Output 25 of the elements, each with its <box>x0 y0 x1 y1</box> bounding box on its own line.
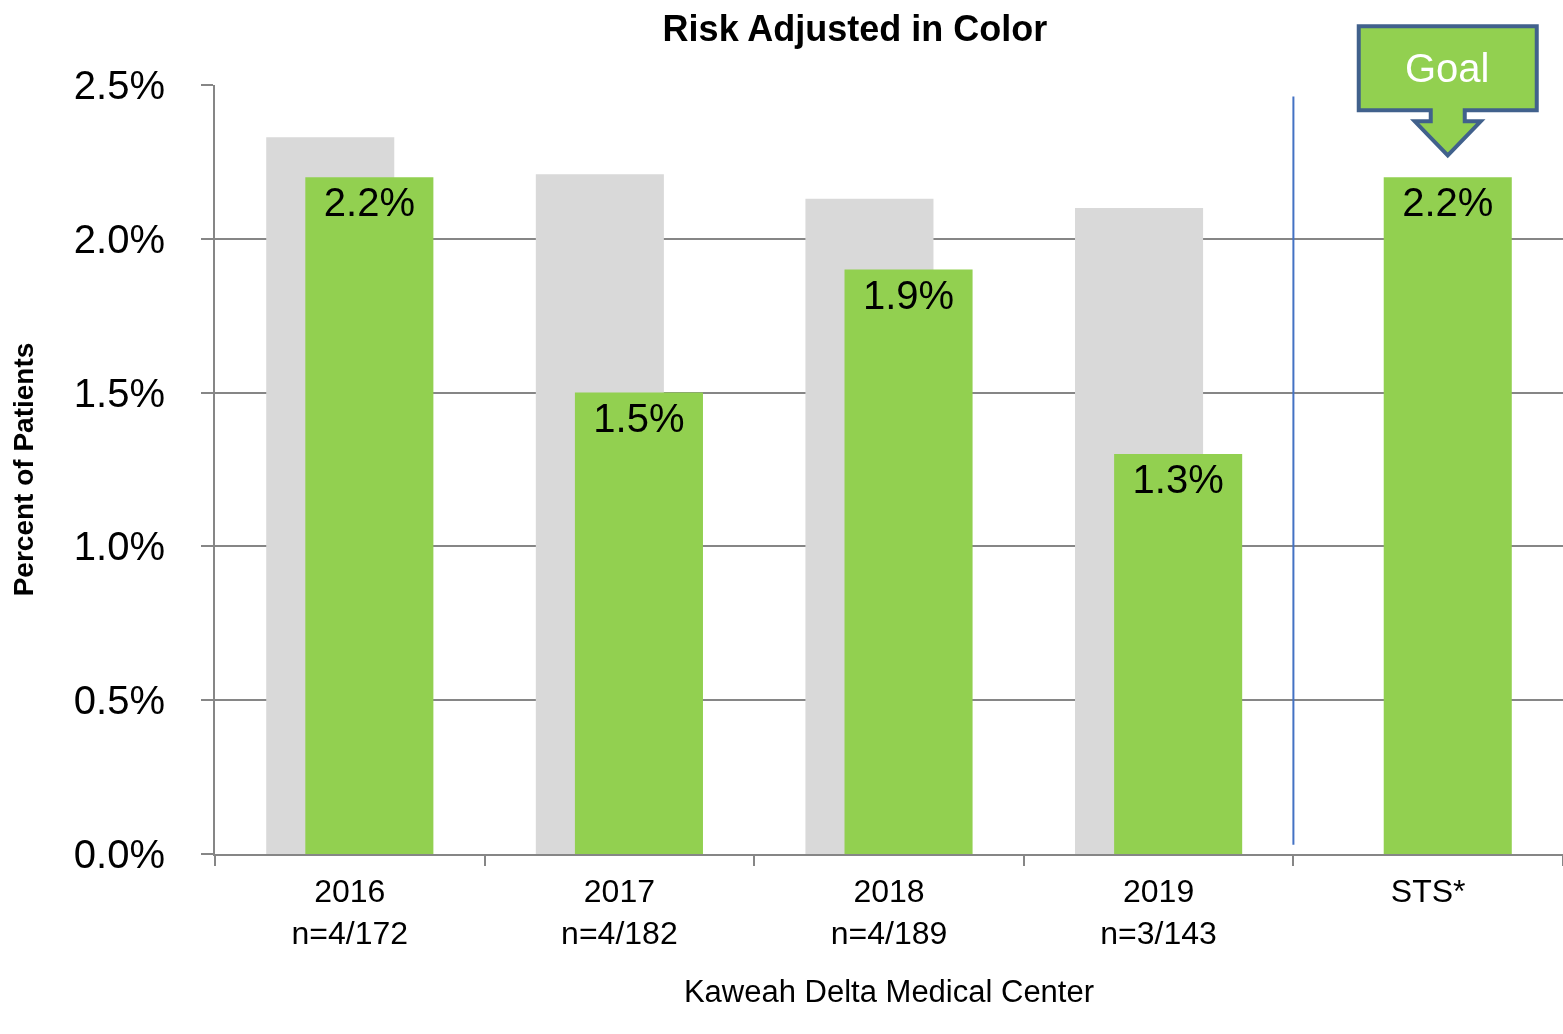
data-label: 1.5% <box>593 395 685 440</box>
bar <box>1114 454 1243 854</box>
x-tick-label: 2017 n=4/182 <box>561 873 678 951</box>
bar <box>574 392 703 854</box>
y-tick-label: 2.5% <box>73 63 165 107</box>
y-tick-label: 1.0% <box>73 524 165 569</box>
data-label: 1.9% <box>862 272 955 317</box>
y-tick-label: 0.5% <box>73 678 165 723</box>
bar <box>844 269 973 854</box>
chart-title: Risk Adjusted in Color <box>662 7 1048 49</box>
y-tick-label: 1.5% <box>73 370 165 415</box>
y-tick-label: 2.0% <box>73 216 165 261</box>
x-tick-label: STS* <box>1390 873 1466 910</box>
data-label: 2.2% <box>1402 180 1494 225</box>
data-label: 2.2% <box>323 180 415 225</box>
y-tick-label: 0.0% <box>73 832 165 876</box>
x-tick-label: 2018 n=4/189 <box>830 873 948 951</box>
x-tick-label: 2019 n=3/143 <box>1100 873 1217 951</box>
y-axis-title: Percent of Patients <box>8 342 40 597</box>
bar <box>305 177 434 854</box>
annotation: Goal <box>1405 46 1490 90</box>
x-tick-label: 2016 n=4/172 <box>291 873 409 951</box>
x-axis-title: Kaweah Delta Medical Center <box>683 973 1095 1009</box>
data-label: 1.3% <box>1132 457 1224 502</box>
bar <box>1383 177 1512 854</box>
